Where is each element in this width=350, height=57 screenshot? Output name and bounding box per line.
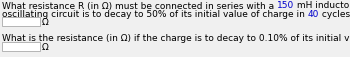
Text: 40: 40 — [308, 10, 319, 19]
FancyBboxPatch shape — [2, 18, 40, 27]
FancyBboxPatch shape — [2, 42, 40, 51]
Text: mH inductor and a: mH inductor and a — [294, 1, 350, 10]
Text: Ω: Ω — [42, 18, 49, 27]
Text: cycles?: cycles? — [319, 10, 350, 19]
Text: oscillating circuit is to decay to 50% of its initial value of charge in: oscillating circuit is to decay to 50% o… — [2, 10, 308, 19]
Text: Ω: Ω — [42, 42, 49, 51]
Text: What is the resistance (in Ω) if the charge is to decay to 0.10% of its initial : What is the resistance (in Ω) if the cha… — [2, 33, 350, 42]
Text: 150: 150 — [277, 1, 294, 10]
Text: What resistance R (in Ω) must be connected in series with a: What resistance R (in Ω) must be connect… — [2, 1, 277, 10]
